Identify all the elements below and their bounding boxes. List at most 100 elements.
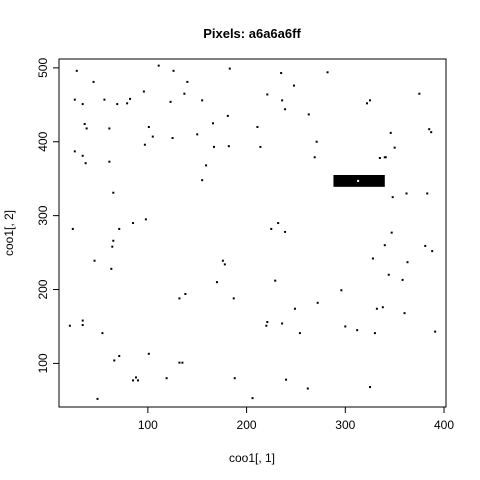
data-point — [401, 278, 404, 281]
data-point — [316, 301, 319, 304]
data-point — [171, 137, 174, 140]
y-tick-label: 200 — [36, 279, 50, 299]
data-point — [126, 102, 129, 105]
points-layer — [68, 64, 437, 400]
data-point — [81, 103, 84, 106]
data-point — [293, 307, 296, 310]
data-point — [132, 379, 135, 382]
data-point — [424, 244, 427, 247]
data-point — [111, 245, 114, 248]
y-tick-label: 100 — [36, 353, 50, 373]
data-point — [196, 133, 199, 136]
data-point — [406, 261, 409, 264]
data-point — [259, 145, 262, 148]
data-point — [274, 279, 277, 282]
data-point — [132, 222, 135, 225]
data-point — [266, 321, 269, 324]
y-axis: 100 200 300 400 500 — [36, 58, 59, 373]
data-point — [313, 156, 316, 159]
x-axis-label: coo1[, 1] — [229, 451, 275, 465]
data-point — [383, 156, 386, 159]
data-point — [292, 84, 295, 87]
data-point — [326, 71, 329, 74]
data-point — [178, 297, 181, 300]
highlight-inner-mark — [357, 179, 360, 182]
data-point — [315, 140, 318, 143]
data-point — [373, 332, 376, 335]
data-point — [215, 281, 218, 284]
data-point — [280, 72, 283, 75]
data-point — [434, 330, 437, 333]
data-point — [391, 196, 394, 199]
data-point — [84, 162, 87, 165]
highlight-layer — [333, 175, 385, 187]
data-point — [81, 319, 84, 322]
data-point — [284, 230, 287, 233]
data-point — [232, 297, 235, 300]
data-point — [92, 80, 95, 83]
data-point — [266, 93, 269, 96]
data-point — [165, 377, 168, 380]
data-point — [93, 259, 96, 262]
data-point — [178, 361, 181, 364]
data-point — [129, 97, 132, 100]
data-point — [383, 244, 386, 247]
data-point — [112, 191, 115, 194]
x-tick-label: 400 — [434, 418, 454, 432]
data-point — [366, 102, 369, 105]
data-point — [393, 146, 396, 149]
data-point — [389, 131, 392, 134]
y-tick-label: 300 — [36, 205, 50, 225]
data-point — [281, 322, 284, 325]
data-point — [112, 239, 115, 242]
data-point — [183, 92, 186, 95]
data-point — [281, 99, 284, 102]
data-point — [431, 250, 434, 253]
x-tick-label: 300 — [335, 418, 355, 432]
data-point — [403, 312, 406, 315]
data-point — [144, 218, 147, 221]
data-point — [228, 67, 231, 70]
data-point — [344, 325, 347, 328]
data-point — [68, 324, 71, 327]
data-point — [306, 387, 309, 390]
data-point — [426, 192, 429, 195]
data-point — [368, 386, 371, 389]
data-point — [143, 143, 146, 146]
data-point — [108, 127, 111, 130]
data-point — [118, 227, 121, 230]
data-point — [251, 397, 254, 400]
data-point — [205, 164, 208, 167]
data-point — [390, 231, 393, 234]
data-point — [135, 376, 138, 379]
data-point — [212, 122, 215, 125]
data-point — [71, 227, 74, 230]
data-point — [285, 378, 288, 381]
y-axis-label: coo1[, 2] — [2, 210, 16, 256]
chart-title: Pixels: a6a6a6ff — [203, 26, 301, 41]
data-point — [81, 154, 84, 157]
data-point — [227, 145, 230, 148]
x-tick-label: 200 — [237, 418, 257, 432]
x-tick-label: 100 — [138, 418, 158, 432]
data-point — [284, 108, 287, 111]
data-point — [81, 323, 84, 326]
x-axis: 100 200 300 400 — [138, 407, 454, 432]
data-point — [136, 379, 139, 382]
data-point — [201, 179, 204, 182]
data-point — [375, 307, 378, 310]
data-point — [83, 123, 86, 126]
data-point — [108, 160, 111, 163]
data-point — [340, 289, 343, 292]
data-point — [142, 90, 145, 93]
data-point — [381, 306, 384, 309]
plot-frame — [58, 58, 447, 408]
y-tick-label: 500 — [36, 58, 50, 78]
data-point — [233, 377, 236, 380]
data-point — [73, 150, 76, 153]
data-point — [172, 69, 175, 72]
data-point — [96, 397, 99, 400]
data-point — [103, 98, 106, 101]
data-point — [85, 127, 88, 130]
data-point — [277, 222, 280, 225]
